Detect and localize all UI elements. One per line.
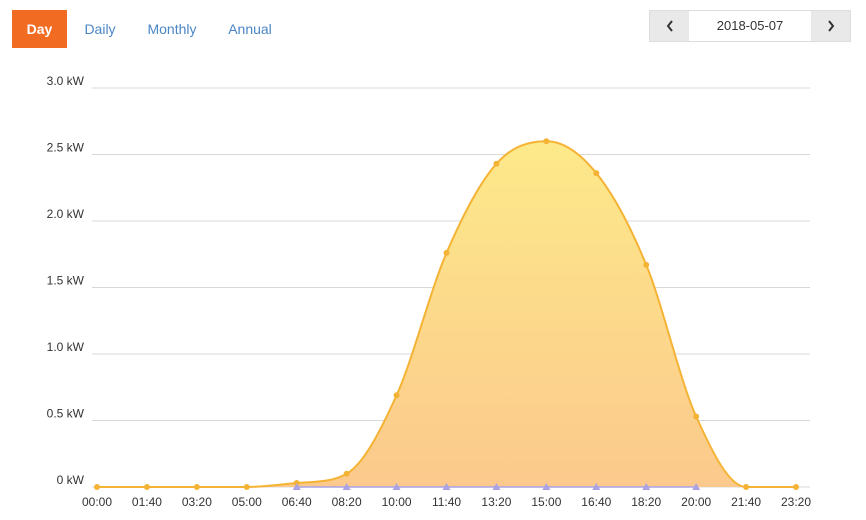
- data-point: [692, 483, 701, 490]
- data-point: [193, 484, 200, 490]
- x-tick-label: 01:40: [132, 495, 162, 509]
- x-tick-label: 00:00: [82, 495, 112, 509]
- data-point: [94, 484, 100, 490]
- y-tick-label: 2.5 kW: [47, 141, 85, 155]
- x-tick-label: 06:40: [282, 495, 312, 509]
- data-point: [393, 392, 400, 399]
- data-point: [642, 483, 651, 490]
- x-tick-label: 11:40: [432, 495, 461, 509]
- date-text[interactable]: 2018-05-07: [689, 11, 811, 41]
- x-tick-label: 03:20: [182, 495, 212, 509]
- date-picker: 2018-05-07: [649, 10, 851, 42]
- prev-button[interactable]: [650, 11, 689, 41]
- data-point: [442, 483, 451, 490]
- tab-monthly[interactable]: Monthly: [147, 21, 197, 37]
- y-tick-label: 0 kW: [57, 473, 85, 487]
- y-tick-label: 1.0 kW: [47, 340, 85, 354]
- data-point: [143, 484, 150, 490]
- x-tick-label: 15:00: [531, 495, 561, 509]
- y-tick-label: 2.0 kW: [47, 207, 85, 221]
- x-tick-label: 05:00: [232, 495, 262, 509]
- data-point: [743, 484, 750, 490]
- x-tick-label: 13:20: [481, 495, 511, 509]
- data-point: [593, 170, 600, 177]
- next-button[interactable]: [811, 11, 850, 41]
- data-point: [793, 484, 800, 490]
- data-point: [292, 483, 301, 490]
- data-point: [643, 261, 650, 268]
- data-point: [543, 138, 550, 145]
- data-point: [392, 483, 401, 490]
- data-point: [693, 413, 700, 420]
- data-point: [493, 160, 500, 167]
- series-line: [96, 140, 797, 489]
- tab-daily[interactable]: Daily: [84, 21, 116, 37]
- area-fill: [97, 141, 797, 487]
- prev-icon: [666, 20, 673, 32]
- y-tick-label: 3.0 kW: [47, 74, 85, 88]
- data-point: [592, 483, 601, 490]
- x-tick-label: 10:00: [382, 495, 412, 509]
- tab-day[interactable]: Day: [12, 10, 67, 48]
- x-tick-label: 18:20: [631, 495, 661, 509]
- x-tick-label: 23:20: [781, 495, 811, 509]
- data-point: [243, 484, 250, 490]
- data-point: [443, 249, 450, 256]
- data-point: [343, 470, 350, 477]
- data-point: [342, 483, 351, 490]
- data-point: [542, 483, 551, 490]
- y-tick-label: 0.5 kW: [47, 407, 85, 421]
- y-tick-label: 1.5 kW: [47, 274, 85, 288]
- x-tick-label: 21:40: [731, 495, 761, 509]
- tab-annual[interactable]: Annual: [228, 21, 272, 37]
- x-tick-label: 20:00: [681, 495, 711, 509]
- next-icon: [827, 20, 834, 32]
- x-tick-label: 08:20: [332, 495, 362, 509]
- data-point: [492, 483, 501, 490]
- x-tick-label: 16:40: [581, 495, 611, 509]
